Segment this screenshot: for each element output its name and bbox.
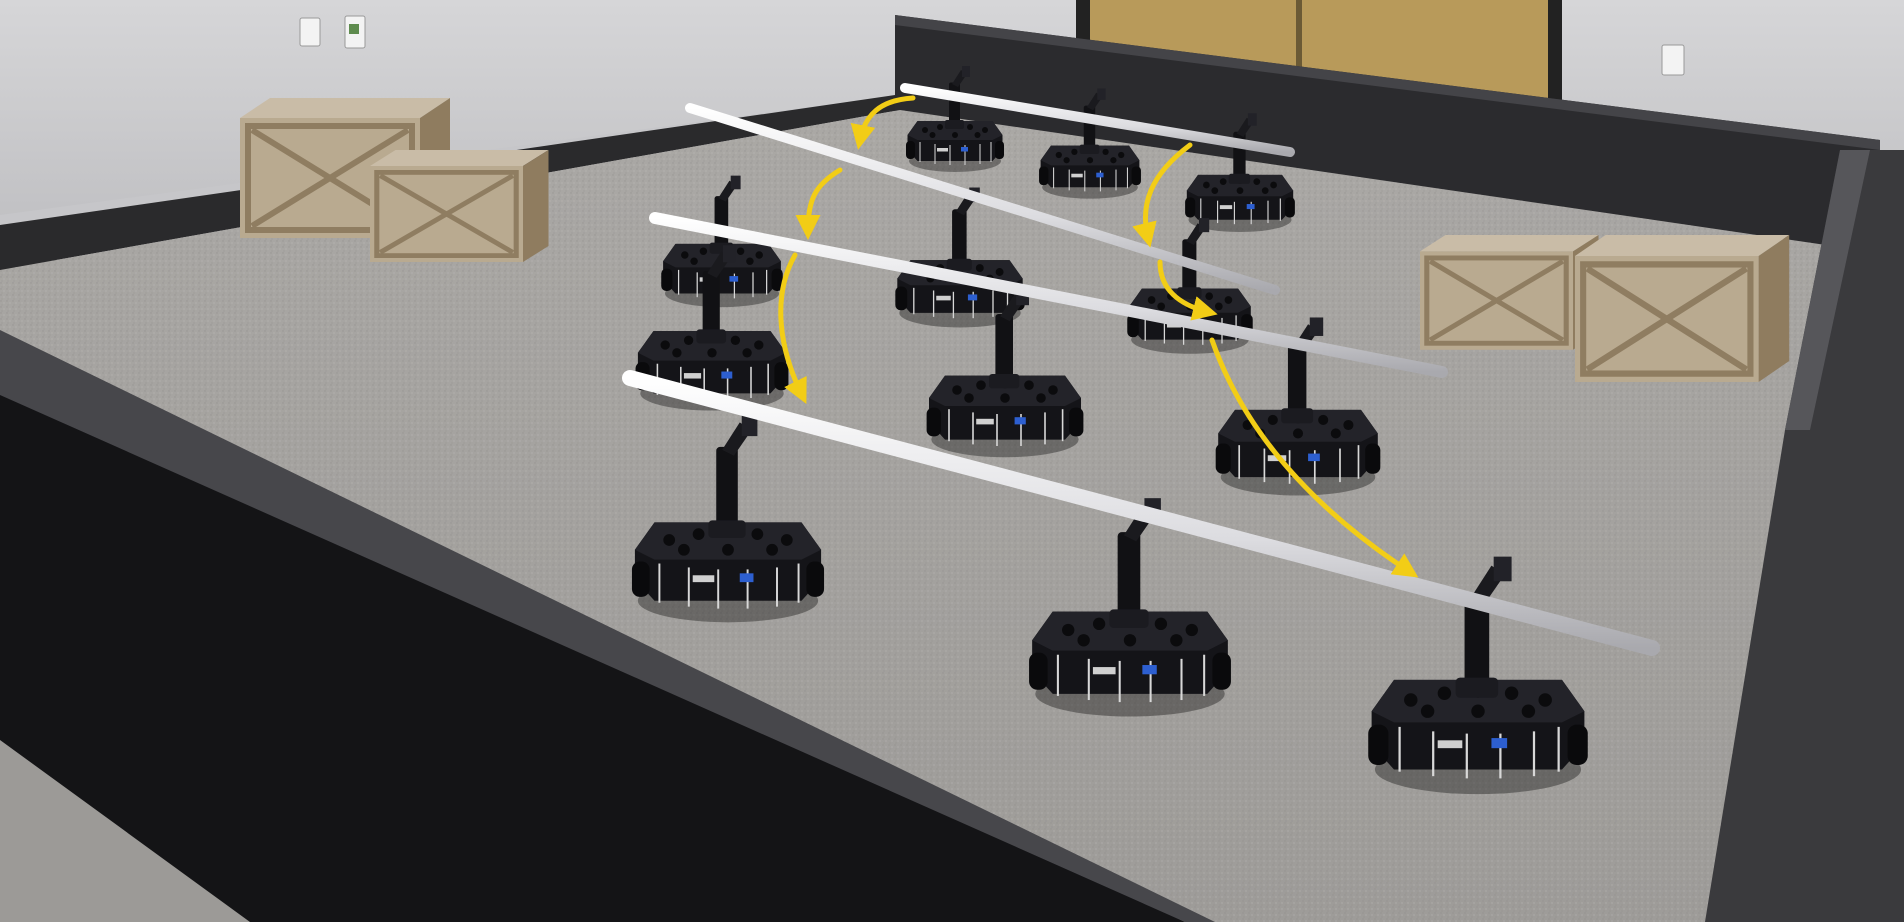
arrow-icon bbox=[778, 95, 1419, 578]
back-barrier bbox=[895, 15, 1880, 260]
pole-icon bbox=[622, 83, 1660, 656]
outlet-icon bbox=[299, 15, 1685, 76]
right-rim bbox=[1705, 150, 1904, 922]
